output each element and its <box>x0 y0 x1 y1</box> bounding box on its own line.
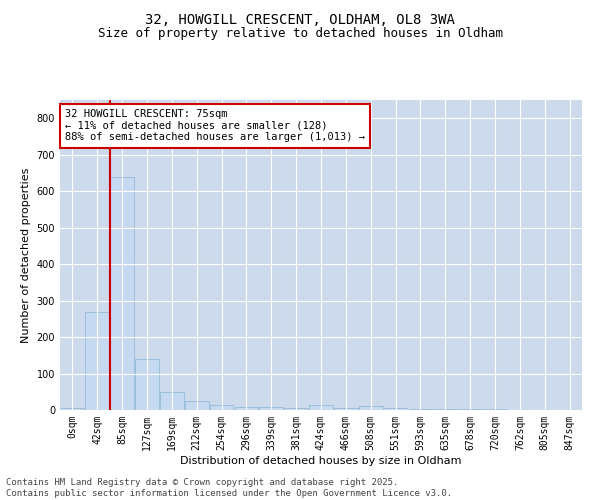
Bar <box>110 176 134 410</box>
Bar <box>259 407 283 410</box>
Bar <box>284 408 308 410</box>
Bar <box>135 359 159 410</box>
X-axis label: Distribution of detached houses by size in Oldham: Distribution of detached houses by size … <box>180 456 462 466</box>
Bar <box>334 408 358 410</box>
Text: 32 HOWGILL CRESCENT: 75sqm
← 11% of detached houses are smaller (128)
88% of sem: 32 HOWGILL CRESCENT: 75sqm ← 11% of deta… <box>65 110 365 142</box>
Bar <box>409 409 432 410</box>
Bar <box>160 392 184 410</box>
Bar <box>210 404 233 410</box>
Bar <box>235 407 258 410</box>
Bar <box>309 404 333 410</box>
Text: 32, HOWGILL CRESCENT, OLDHAM, OL8 3WA: 32, HOWGILL CRESCENT, OLDHAM, OL8 3WA <box>145 12 455 26</box>
Bar <box>61 408 84 410</box>
Text: Contains HM Land Registry data © Crown copyright and database right 2025.
Contai: Contains HM Land Registry data © Crown c… <box>6 478 452 498</box>
Bar <box>359 406 383 410</box>
Bar <box>185 401 209 410</box>
Text: Size of property relative to detached houses in Oldham: Size of property relative to detached ho… <box>97 28 503 40</box>
Y-axis label: Number of detached properties: Number of detached properties <box>21 168 31 342</box>
Bar <box>85 312 109 410</box>
Bar <box>384 408 407 410</box>
